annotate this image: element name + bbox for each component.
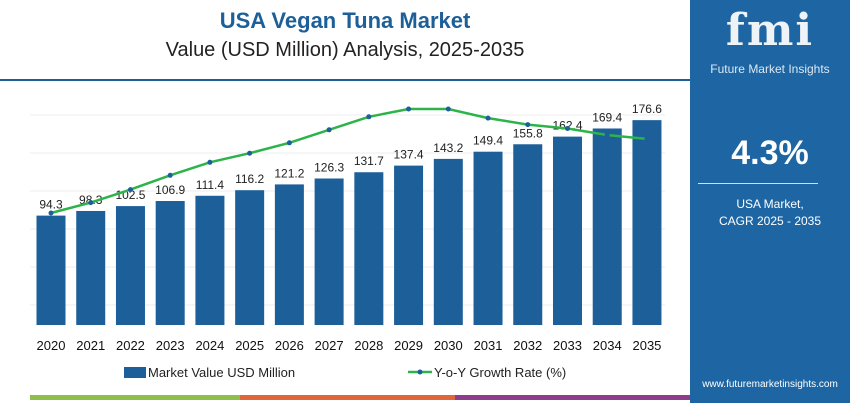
- growth-point: [88, 200, 94, 206]
- growth-point: [485, 115, 491, 121]
- x-tick-label: 2026: [275, 338, 304, 353]
- bar-value-label: 169.4: [592, 110, 622, 124]
- growth-point: [167, 172, 173, 178]
- website-url[interactable]: www.futuremarketinsights.com: [702, 379, 838, 390]
- x-tick-label: 2027: [315, 338, 344, 353]
- growth-point: [644, 136, 650, 142]
- bar-value-label: 94.3: [39, 198, 63, 212]
- logo-subtitle: Future Market Insights: [710, 62, 830, 76]
- growth-point: [127, 187, 133, 193]
- bar: [394, 165, 424, 325]
- title-divider: [0, 79, 690, 81]
- legend-label-line: Y-o-Y Growth Rate (%): [434, 365, 566, 380]
- growth-point: [247, 150, 253, 156]
- growth-point: [406, 106, 412, 112]
- bar-value-label: 106.9: [155, 183, 185, 197]
- growth-line: [50, 107, 648, 215]
- bar: [235, 190, 265, 325]
- bar: [155, 200, 185, 325]
- growth-point: [207, 159, 213, 165]
- legend-label-bars: Market Value USD Million: [148, 365, 295, 380]
- bar: [513, 144, 543, 325]
- x-tick-label: 2028: [354, 338, 383, 353]
- x-tick-label: 2022: [116, 338, 145, 353]
- bar-value-label: 126.3: [314, 160, 344, 174]
- cagr-label-line2: CAGR 2025 - 2035: [718, 214, 822, 228]
- chart: 94.3202098.32021102.52022106.92023111.42…: [30, 102, 665, 380]
- growth-point: [48, 210, 54, 216]
- bar-value-label: 137.4: [394, 148, 424, 162]
- cagr-value: 4.3%: [731, 134, 809, 172]
- x-tick-label: 2033: [553, 338, 582, 353]
- x-tick-label: 2032: [513, 338, 542, 353]
- fmi-logo: fmi: [725, 5, 815, 56]
- x-tick-label: 2020: [37, 338, 66, 353]
- bar: [274, 184, 304, 325]
- cagr-label: USA Market, CAGR 2025 - 2035: [690, 196, 850, 230]
- x-tick-label: 2034: [593, 338, 622, 353]
- legend-swatch-point: [417, 369, 423, 375]
- x-tick-label: 2025: [235, 338, 264, 353]
- accent-bar-purple: [455, 395, 690, 400]
- x-tick-label: 2030: [434, 338, 463, 353]
- growth-point: [286, 140, 292, 146]
- x-tick-label: 2023: [156, 338, 185, 353]
- bar: [552, 136, 582, 325]
- accent-bar-green: [30, 395, 240, 400]
- bar: [632, 120, 662, 325]
- bar-value-label: 111.4: [196, 178, 225, 192]
- x-tick-label: 2024: [195, 338, 224, 353]
- bar-value-label: 131.7: [354, 154, 384, 168]
- growth-point: [564, 126, 570, 131]
- bar: [433, 158, 463, 325]
- x-tick-label: 2031: [474, 338, 503, 353]
- growth-point: [366, 114, 372, 120]
- x-tick-label: 2029: [394, 338, 423, 353]
- bar: [36, 215, 66, 325]
- chart-title: USA Vegan Tuna Market: [219, 8, 471, 33]
- growth-point: [525, 122, 531, 128]
- growth-point: [604, 132, 610, 138]
- bar-value-label: 176.6: [632, 102, 662, 116]
- bar: [195, 195, 225, 325]
- side-panel: fmi Future Market Insights 4.3% USA Mark…: [690, 0, 850, 403]
- x-tick-label: 2021: [76, 338, 105, 353]
- bar: [76, 210, 106, 325]
- panel-divider: [698, 183, 818, 184]
- bar: [354, 172, 384, 325]
- bar: [115, 206, 145, 325]
- bar: [592, 128, 622, 325]
- legend-swatch-bars: [124, 367, 146, 378]
- chart-subtitle: Value (USD Million) Analysis, 2025-2035: [165, 39, 525, 61]
- bar: [473, 151, 503, 325]
- bar: [314, 178, 344, 325]
- bar-value-label: 155.8: [513, 126, 543, 140]
- growth-point: [445, 106, 451, 112]
- growth-point: [326, 127, 332, 133]
- bar-value-label: 143.2: [433, 141, 463, 155]
- bar-value-label: 121.2: [274, 166, 304, 180]
- x-tick-label: 2035: [632, 338, 661, 353]
- accent-bar-orange: [240, 395, 455, 400]
- bar-value-label: 116.2: [235, 172, 264, 186]
- bar-value-label: 149.4: [473, 134, 503, 148]
- cagr-label-line1: USA Market,: [736, 197, 804, 211]
